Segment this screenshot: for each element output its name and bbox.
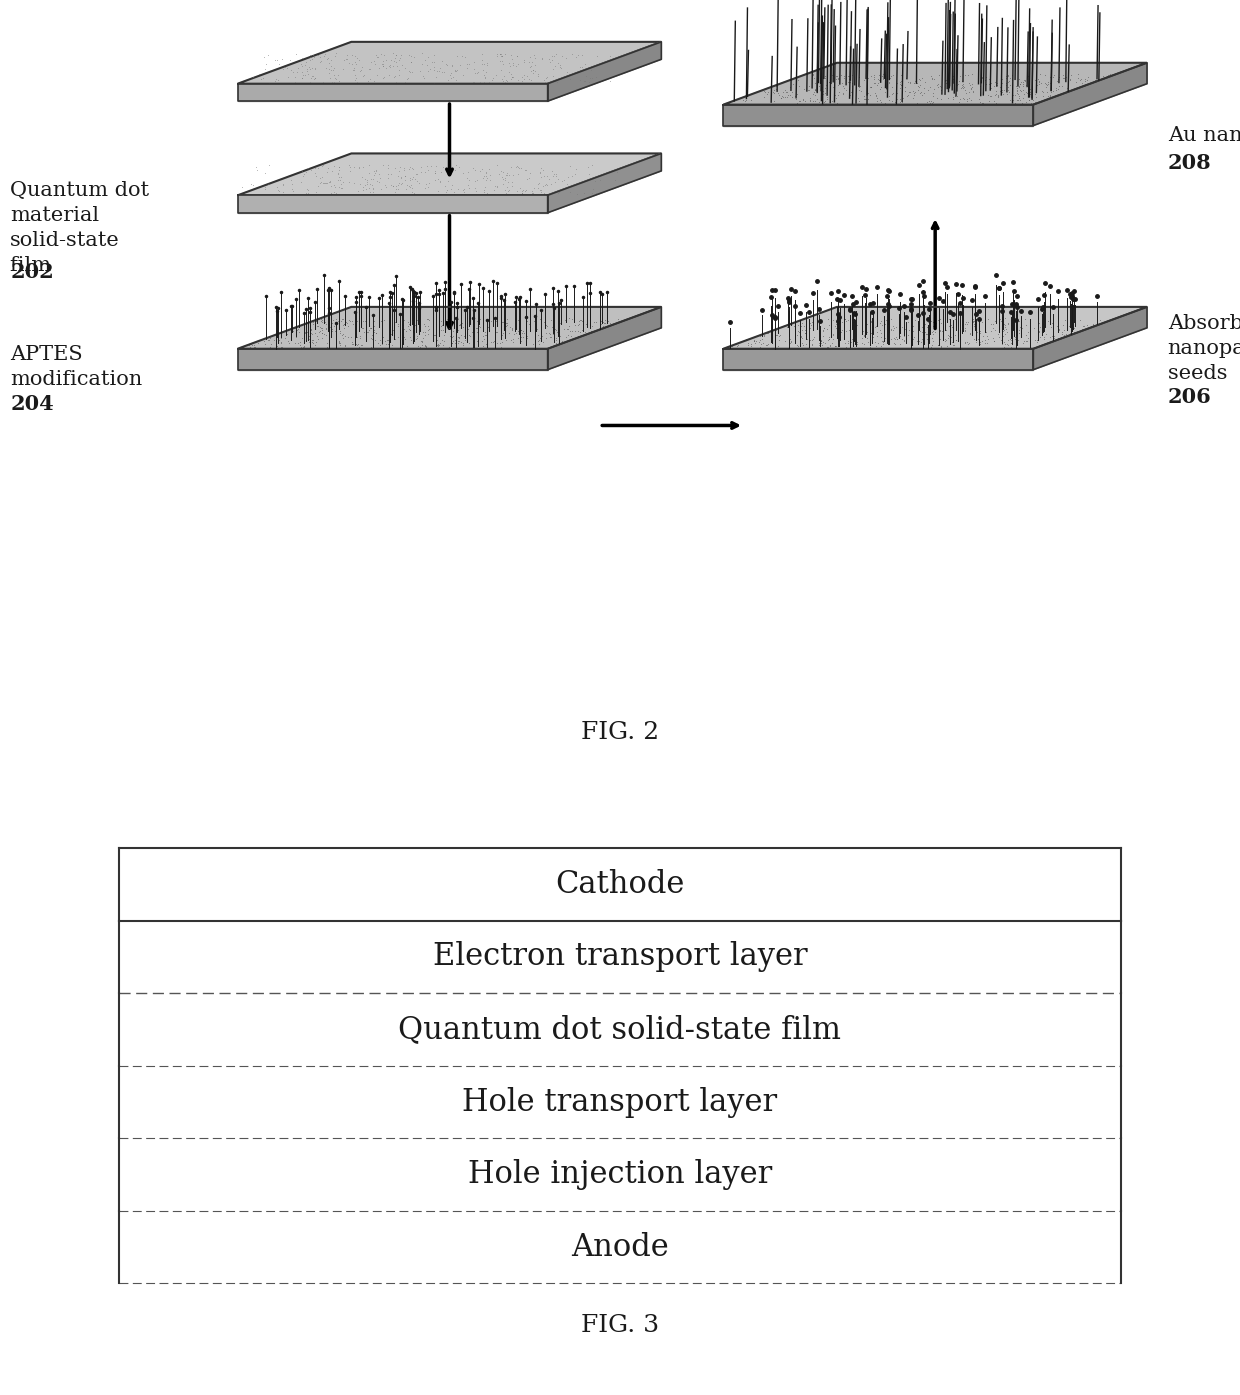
Text: 206: 206 [1168,386,1211,407]
Text: FIG. 3: FIG. 3 [580,1314,660,1336]
Text: Hole transport layer: Hole transport layer [463,1087,777,1117]
Text: Au nanowire: Au nanowire [1168,126,1240,145]
Polygon shape [1033,63,1147,126]
Text: Quantum dot
material
solid-state
film: Quantum dot material solid-state film [10,181,150,275]
Text: Cathode: Cathode [556,869,684,900]
Polygon shape [723,307,1147,349]
Polygon shape [238,84,548,100]
Polygon shape [548,153,661,213]
Text: APTES
modification: APTES modification [10,346,143,389]
Text: Absorb Au
nanoparticle
seeds: Absorb Au nanoparticle seeds [1168,314,1240,382]
Text: 202: 202 [10,262,55,282]
Polygon shape [723,63,1147,105]
Polygon shape [238,307,661,349]
Polygon shape [1033,307,1147,370]
Text: 204: 204 [10,395,55,414]
Text: Electron transport layer: Electron transport layer [433,942,807,972]
Polygon shape [723,105,1033,126]
Text: FIG. 2: FIG. 2 [580,721,660,744]
Text: Anode: Anode [572,1232,668,1262]
Text: 208: 208 [1168,153,1211,173]
Text: Hole injection layer: Hole injection layer [467,1159,773,1190]
Polygon shape [238,153,661,195]
Polygon shape [548,42,661,100]
Polygon shape [238,349,548,370]
Polygon shape [238,42,661,84]
Text: Quantum dot solid-state film: Quantum dot solid-state film [398,1014,842,1045]
Polygon shape [238,195,548,213]
Polygon shape [723,349,1033,370]
Polygon shape [548,307,661,370]
